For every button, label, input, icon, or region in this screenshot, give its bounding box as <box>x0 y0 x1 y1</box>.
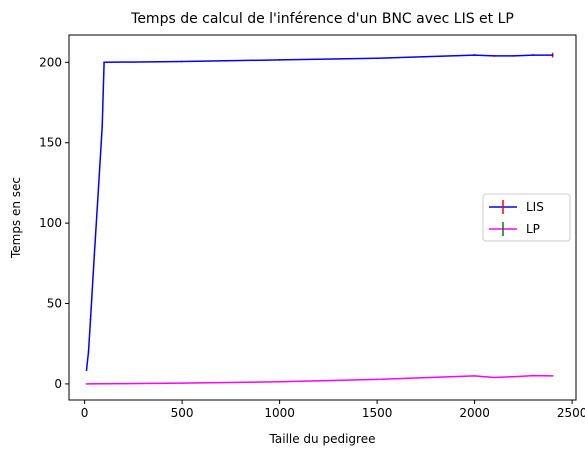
legend-entry-lp: LP <box>489 222 540 236</box>
data-point <box>85 369 88 372</box>
data-point <box>473 54 476 56</box>
y-tick-label: 100 <box>39 216 62 230</box>
x-tick-label: 1000 <box>264 406 295 420</box>
data-point <box>97 190 100 192</box>
data-point <box>89 318 92 321</box>
data-point <box>376 57 378 60</box>
legend-label: LIS <box>526 200 544 214</box>
x-tick-label: 0 <box>81 406 89 420</box>
x-axis: 0 500 1000 1500 2000 2500 <box>81 400 585 420</box>
data-point <box>532 54 534 56</box>
data-point <box>87 350 90 353</box>
data-point <box>376 378 378 381</box>
x-tick-label: 1500 <box>362 406 393 420</box>
legend-entry-lis: LIS <box>489 200 544 214</box>
data-point <box>93 254 96 257</box>
series-line-lp <box>86 374 553 385</box>
legend: LIS LP <box>482 193 571 242</box>
data-point <box>493 376 495 379</box>
data-point <box>181 382 183 384</box>
y-tick-label: 150 <box>39 136 62 150</box>
data-point <box>532 374 534 377</box>
data-point <box>103 382 105 385</box>
x-tick-label: 2000 <box>459 406 490 420</box>
series-lis <box>85 52 554 372</box>
data-point <box>512 375 515 378</box>
data-point <box>181 60 183 63</box>
x-tick-label: 2500 <box>557 406 585 420</box>
y-tick-label: 0 <box>54 377 62 391</box>
y-axis-label: Temps en sec <box>9 177 23 259</box>
plot-area <box>68 34 577 401</box>
series-lp <box>85 374 554 385</box>
x-axis-label: Taille du pedigree <box>269 432 376 446</box>
data-point <box>85 383 88 385</box>
data-point <box>473 375 476 377</box>
y-tick-label: 50 <box>47 297 62 311</box>
data-point <box>103 61 105 64</box>
data-point <box>101 125 103 128</box>
legend-label: LP <box>526 222 540 236</box>
series-layer <box>85 52 554 385</box>
chart-title: Temps de calcul de l'inférence d'un BNC … <box>130 11 514 27</box>
data-point <box>551 54 554 56</box>
data-point <box>551 375 554 377</box>
data-point <box>278 381 281 383</box>
y-tick-label: 200 <box>39 55 62 69</box>
data-point <box>512 55 515 57</box>
y-axis: 0 50 100 150 200 <box>39 55 69 391</box>
x-tick-label: 500 <box>171 406 194 420</box>
data-point <box>493 55 495 57</box>
data-point <box>278 59 281 61</box>
